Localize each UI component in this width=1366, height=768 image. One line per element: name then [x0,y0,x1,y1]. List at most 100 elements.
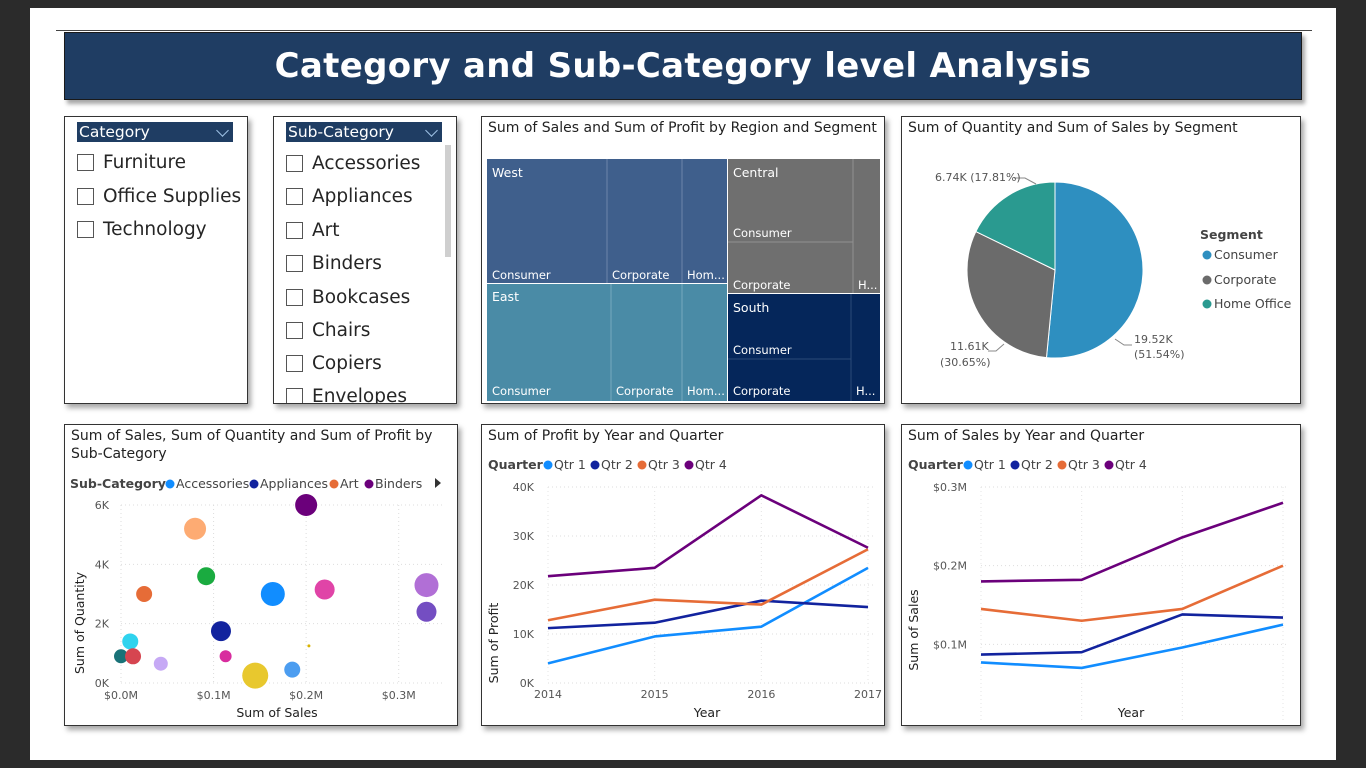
sales-line-title: Sum of Sales by Year and Quarter [908,428,1145,444]
slicer-item-copiers[interactable]: Copiers [286,351,382,375]
legend-label[interactable]: Qtr 1 [554,457,586,472]
treemap-segment-label: Corporate [733,278,791,292]
scatter-point[interactable] [184,517,207,540]
y-axis-title: Sum of Quantity [72,571,87,674]
scatter-point[interactable] [284,661,301,678]
series-line[interactable] [980,564,1284,623]
slicer-item-technology[interactable]: Technology [77,217,207,241]
legend-label-corporate[interactable]: Corporate [1214,272,1277,287]
legend-marker-appliances [249,479,259,489]
checkbox[interactable] [286,254,303,272]
series-line[interactable] [980,623,1284,670]
checkbox[interactable] [286,354,303,372]
scatter-point[interactable] [314,579,335,600]
pie-label-corporate: 11.61K [950,340,989,353]
pie-chart: 6.74K (17.81%) 19.52K (51.54%) 11.61K (3… [935,171,1292,369]
legend-marker-binders [364,479,374,489]
series-line[interactable] [980,501,1284,583]
slicer-item-label: Art [312,219,340,241]
series-line[interactable] [547,548,869,622]
series-line[interactable] [547,599,869,630]
scatter-point[interactable] [260,582,285,606]
checkbox[interactable] [77,187,94,205]
leader-line [988,343,1005,352]
legend-label[interactable]: Qtr 2 [601,457,633,472]
slicer-item-office-supplies[interactable]: Office Supplies [77,184,241,208]
legend-label-consumer[interactable]: Consumer [1214,247,1279,262]
slicer-item-bookcases[interactable]: Bookcases [286,285,410,309]
scatter-title: Sum of Sales, Sum of Quantity and Sum of… [71,428,433,462]
chevron-down-icon[interactable] [425,124,438,137]
legend-label[interactable]: Qtr 3 [1068,457,1100,472]
legend-marker [590,460,600,470]
legend-label[interactable]: Qtr 4 [1115,457,1147,472]
category-slicer-header[interactable]: Category [77,122,233,142]
slicer-scrollbar[interactable] [445,145,451,257]
chevron-down-icon[interactable] [216,124,229,137]
slicer-item-furniture[interactable]: Furniture [77,150,186,174]
x-tick-label: $0.1M [197,689,231,702]
legend-label-binders[interactable]: Binders [375,476,422,491]
legend-label[interactable]: Qtr 1 [974,457,1006,472]
scatter-point[interactable] [125,648,142,665]
leader-line [1114,338,1132,346]
checkbox[interactable] [77,153,94,171]
treemap-segment-label: Corporate [616,384,674,398]
scatter-point[interactable] [242,662,269,689]
legend-marker-art [329,479,339,489]
slicer-item-label: Appliances [312,185,413,207]
scatter-point[interactable] [414,573,439,598]
legend-label[interactable]: Qtr 2 [1021,457,1053,472]
checkbox[interactable] [286,288,303,306]
series-line[interactable] [980,613,1284,656]
slicer-item-chairs[interactable]: Chairs [286,318,370,342]
treemap-tile-central[interactable] [728,159,880,293]
pie-slice-corporate[interactable] [966,230,1056,359]
subcategory-slicer-title: Sub-Category [288,123,394,141]
legend-label-appliances[interactable]: Appliances [260,476,328,491]
checkbox[interactable] [77,220,94,238]
treemap-tile-east[interactable] [487,284,727,401]
slicer-item-accessories[interactable]: Accessories [286,151,420,175]
scatter-point[interactable] [295,494,318,516]
checkbox[interactable] [286,187,303,205]
scatter-point[interactable] [197,567,216,586]
x-tick-label: $0.3M [382,689,416,702]
slicer-item-binders[interactable]: Binders [286,251,382,275]
pie-slice-home-office[interactable] [975,181,1056,271]
legend-marker [963,460,973,470]
treemap-tile-south[interactable] [728,294,880,401]
checkbox[interactable] [286,221,303,239]
legend-label-art[interactable]: Art [340,476,359,491]
legend-label[interactable]: Qtr 3 [648,457,680,472]
treemap-segment-label: H... [858,278,877,292]
subcategory-slicer-header[interactable]: Sub-Category [286,122,442,142]
scatter-point[interactable] [416,601,437,622]
scatter-point[interactable] [122,633,139,650]
slicer-item-envelopes[interactable]: Envelopes [286,384,407,403]
checkbox[interactable] [286,387,303,403]
legend-label-accessories[interactable]: Accessories [176,476,249,491]
legend-next-arrow-icon[interactable] [435,478,441,488]
scatter-point[interactable] [219,650,232,663]
profit-line-chart: Quarter Qtr 1 Qtr 2 Qtr 3 Qtr 4 0K 10K 20K 30K 4… [486,457,882,720]
slicer-item-appliances[interactable]: Appliances [286,184,413,208]
scatter-point[interactable] [210,621,231,642]
scatter-point[interactable] [114,649,128,664]
scatter-point[interactable] [307,644,311,648]
series-line[interactable] [547,494,869,578]
series-line[interactable] [547,566,869,665]
treemap-segment-label: Consumer [733,343,792,357]
legend-label-home-office[interactable]: Home Office [1214,296,1292,311]
scatter-point[interactable] [136,586,153,602]
pie-slice-consumer[interactable] [1045,181,1144,359]
slicer-item-art[interactable]: Art [286,218,340,242]
scatter-point[interactable] [153,656,168,671]
pie-visual: Sum of Quantity and Sum of Sales by Segm… [901,116,1301,404]
checkbox[interactable] [286,321,303,339]
checkbox[interactable] [286,154,303,172]
legend-label[interactable]: Qtr 4 [695,457,727,472]
x-axis-title: Year [1117,705,1145,720]
profit-line-title: Sum of Profit by Year and Quarter [488,428,724,444]
y-tick-label: 4K [95,558,110,571]
